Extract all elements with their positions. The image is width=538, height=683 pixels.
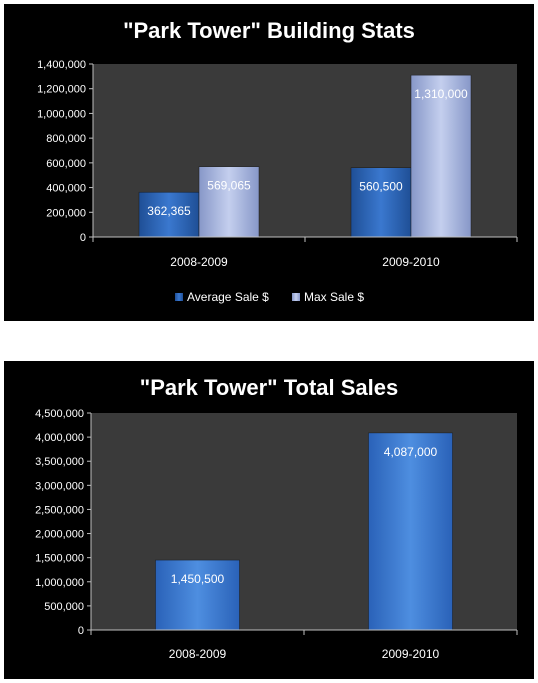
x-axis: 2008-2009 2009-2010 <box>92 236 518 269</box>
bar <box>198 166 260 238</box>
legend-label-max-sale: Max Sale $ <box>304 290 364 304</box>
bar <box>155 559 240 631</box>
y-tick-label: 0 <box>80 232 86 244</box>
y-tick-label: 1,200,000 <box>37 84 86 96</box>
total-sales-chart: "Park Tower" Total Sales 0 500,000 1,000,0… <box>4 361 534 679</box>
plot-area <box>91 413 517 630</box>
bars-group: 362,365 569,065 560,500 1,310,000 <box>138 74 472 238</box>
y-tick-label: 4,500,000 <box>35 408 84 420</box>
bar <box>138 191 200 238</box>
bar <box>410 74 472 238</box>
y-tick-label: 500,000 <box>44 601 84 613</box>
legend-label-average-sale: Average Sale $ <box>187 290 269 304</box>
y-tick-label: 4,000,000 <box>35 432 84 444</box>
data-label: 362,365 <box>147 204 191 218</box>
x-tick-label: 2008-2009 <box>169 647 227 661</box>
chart-title: "Park Tower" Total Sales <box>140 375 398 400</box>
y-tick-label: 3,000,000 <box>35 480 84 492</box>
x-tick-label: 2009-2010 <box>382 255 440 269</box>
y-tick-label: 400,000 <box>46 183 86 195</box>
bar <box>350 167 412 238</box>
legend-swatch-max-sale <box>292 293 300 301</box>
x-axis: 2008-2009 2009-2010 <box>90 629 518 661</box>
y-tick-label: 800,000 <box>46 133 86 145</box>
legend: Average Sale $ Max Sale $ <box>175 290 364 304</box>
x-tick-label: 2009-2010 <box>382 647 440 661</box>
y-tick-label: 2,500,000 <box>35 504 84 516</box>
chart-title: "Park Tower" Building Stats <box>123 18 415 43</box>
y-tick-label: 1,400,000 <box>37 59 86 71</box>
bars-group: 1,450,500 4,087,000 <box>155 432 453 631</box>
y-tick-label: 1,000,000 <box>37 108 86 120</box>
y-tick-label: 600,000 <box>46 158 86 170</box>
data-label: 4,087,000 <box>384 445 438 459</box>
y-tick-label: 1,000,000 <box>35 577 84 589</box>
data-label: 1,310,000 <box>414 87 468 101</box>
legend-swatch-average-sale <box>175 293 183 301</box>
bar <box>368 432 453 631</box>
y-tick-label: 2,000,000 <box>35 529 84 541</box>
data-label: 569,065 <box>207 179 251 193</box>
building-stats-chart-svg: "Park Tower" Building Stats 0 200,000 400,… <box>37 18 518 304</box>
y-tick-label: 0 <box>78 625 84 637</box>
data-label: 1,450,500 <box>171 572 225 586</box>
y-tick-label: 1,500,000 <box>35 553 84 565</box>
building-stats-chart: "Park Tower" Building Stats 0 200,000 400,… <box>4 4 534 321</box>
y-axis: 0 200,000 400,000 600,000 800,000 1,000,000 1,… <box>37 59 94 244</box>
data-label: 560,500 <box>359 180 403 194</box>
x-tick-label: 2008-2009 <box>170 255 228 269</box>
total-sales-chart-svg: "Park Tower" Total Sales 0 500,000 1,000,0… <box>35 375 518 661</box>
y-axis: 0 500,000 1,000,000 1,500,000 2,000,000 2,500… <box>35 408 92 637</box>
y-tick-label: 3,500,000 <box>35 456 84 468</box>
y-tick-label: 200,000 <box>46 207 86 219</box>
